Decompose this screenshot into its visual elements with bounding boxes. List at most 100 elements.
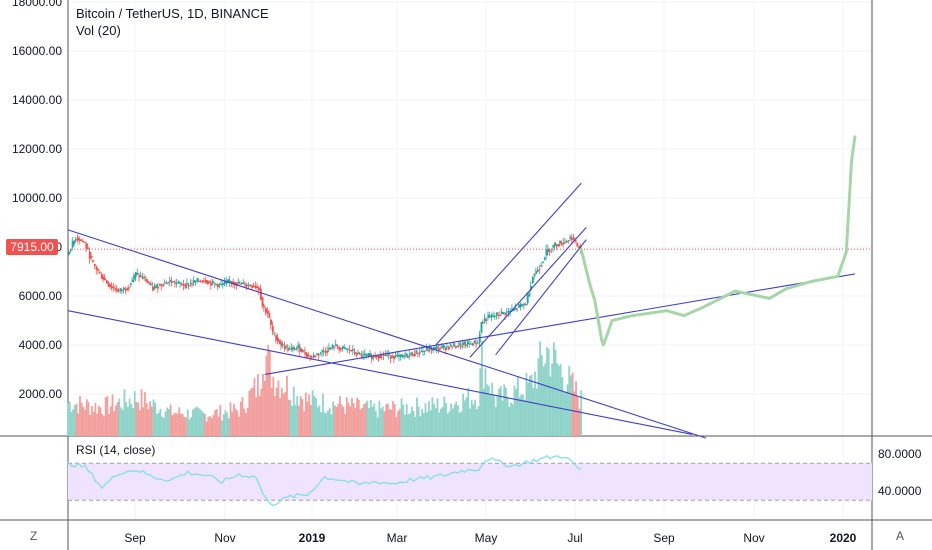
volume-bar bbox=[284, 392, 287, 436]
volume-bar bbox=[164, 411, 167, 436]
candle-body bbox=[100, 273, 103, 279]
candle-body bbox=[538, 269, 541, 271]
volume-bar bbox=[508, 406, 511, 436]
candle-body bbox=[78, 238, 81, 242]
candle-body bbox=[430, 349, 433, 351]
volume-bar bbox=[265, 355, 268, 436]
candle-body bbox=[408, 354, 411, 356]
candle-body bbox=[566, 241, 568, 243]
volume-bar bbox=[207, 416, 210, 436]
candle-body bbox=[347, 348, 350, 350]
candle-body bbox=[285, 346, 288, 348]
candle-body bbox=[528, 292, 531, 297]
zoom-button[interactable]: Z bbox=[30, 529, 38, 543]
volume-bar bbox=[421, 408, 424, 436]
candle-body bbox=[407, 355, 409, 358]
candle-body bbox=[379, 355, 382, 359]
candle-body bbox=[514, 307, 517, 310]
volume-bar bbox=[116, 401, 119, 436]
candle-body bbox=[129, 283, 132, 285]
candle-body bbox=[273, 332, 276, 334]
candle-body bbox=[167, 281, 170, 283]
trendline-channel-lower bbox=[495, 239, 587, 356]
volume-bar bbox=[113, 411, 116, 436]
candle-body bbox=[360, 355, 363, 357]
volume-bar bbox=[359, 409, 362, 436]
volume-bar bbox=[320, 412, 323, 436]
volume-bar bbox=[369, 399, 372, 436]
auto-scale-button[interactable]: A bbox=[896, 529, 905, 543]
volume-bar bbox=[280, 387, 283, 436]
volume-bar bbox=[525, 373, 528, 436]
candle-body bbox=[160, 284, 163, 286]
volume-bar bbox=[75, 403, 78, 436]
candle-body bbox=[567, 240, 570, 242]
volume-bar bbox=[405, 404, 408, 436]
candle-body bbox=[210, 282, 213, 286]
time-tick-label: Nov bbox=[214, 531, 235, 545]
volume-bar bbox=[303, 411, 305, 436]
candle-body bbox=[95, 266, 98, 270]
candle-body bbox=[70, 250, 72, 252]
candle-body bbox=[112, 287, 115, 289]
candle-body bbox=[560, 243, 563, 245]
volume-bar bbox=[227, 418, 230, 436]
volume-bar bbox=[410, 406, 413, 436]
candle-body bbox=[533, 274, 536, 277]
candle-body bbox=[574, 240, 577, 242]
volume-bar bbox=[318, 405, 321, 436]
volume-bar bbox=[472, 404, 475, 436]
candle-body bbox=[513, 308, 515, 311]
volume-bar bbox=[479, 368, 482, 436]
price-tick-label: 14000.00 bbox=[12, 93, 62, 107]
candle-body bbox=[102, 276, 105, 280]
volume-bar bbox=[150, 406, 153, 436]
volume-label: Vol (20) bbox=[76, 23, 121, 38]
trendline-descending-upper bbox=[67, 229, 707, 439]
volume-bar bbox=[390, 409, 393, 436]
volume-bar bbox=[289, 399, 292, 436]
volume-bar bbox=[120, 407, 122, 436]
candle-body bbox=[244, 284, 247, 287]
volume-bar bbox=[126, 407, 129, 436]
candle-body bbox=[141, 276, 144, 279]
candle-body bbox=[353, 351, 356, 354]
rsi-tick-label: 80.0000 bbox=[878, 447, 922, 461]
candle-body bbox=[403, 355, 406, 357]
volume-bar bbox=[294, 404, 297, 436]
volume-bar bbox=[573, 391, 576, 436]
volume-bar bbox=[323, 412, 326, 436]
volume-bar bbox=[487, 386, 490, 436]
price-tick-label: 12000.00 bbox=[12, 142, 62, 156]
volume-bar bbox=[256, 374, 259, 436]
candle-body bbox=[201, 280, 204, 283]
candle-body bbox=[554, 242, 557, 247]
rsi-tick-label: 40.0000 bbox=[878, 484, 922, 498]
candle-body bbox=[424, 350, 427, 352]
candle-body bbox=[165, 282, 168, 284]
volume-bar bbox=[298, 405, 300, 436]
candle-body bbox=[323, 351, 326, 353]
candle-body bbox=[128, 287, 131, 289]
volume-bar bbox=[304, 392, 307, 436]
candle-body bbox=[523, 303, 526, 305]
volume-bar bbox=[522, 394, 524, 436]
trendline-channel-mid bbox=[469, 227, 587, 358]
candle-body bbox=[336, 346, 339, 348]
candle-body bbox=[172, 281, 175, 283]
candle-body bbox=[150, 283, 153, 285]
volume-bar bbox=[345, 397, 348, 436]
symbol-title: Bitcoin / TetherUS, 1D, BINANCE bbox=[76, 6, 269, 21]
volume-bar bbox=[77, 413, 80, 436]
candle-body bbox=[223, 281, 226, 285]
candle-body bbox=[415, 350, 418, 354]
candle-body bbox=[265, 308, 267, 313]
candle-body bbox=[468, 343, 471, 345]
volume-bar bbox=[357, 399, 360, 436]
candle-body bbox=[497, 315, 500, 317]
volume-bar bbox=[462, 393, 465, 436]
volume-bar bbox=[310, 404, 312, 436]
volume-bar bbox=[419, 416, 422, 436]
candle-body bbox=[275, 335, 278, 341]
